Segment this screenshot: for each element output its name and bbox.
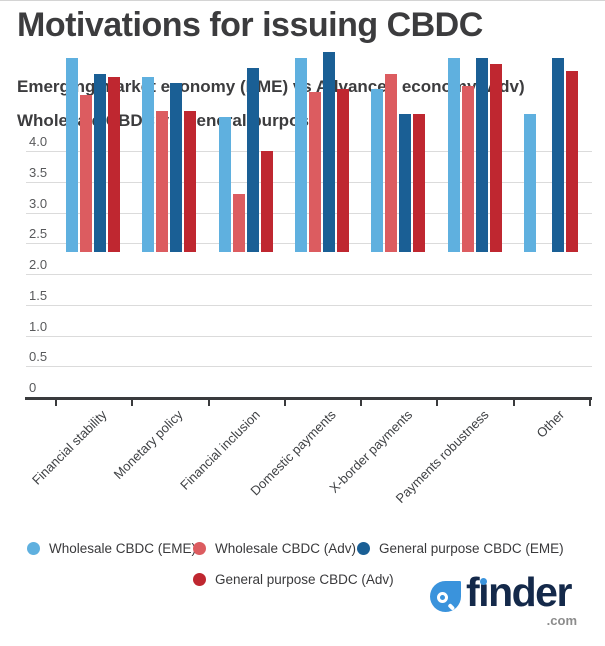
bar-wholesale-cbdc-eme- [523,113,536,252]
bar-wholesale-cbdc-eme- [371,89,384,252]
gridline [26,366,592,368]
x-axis-tick [131,400,134,406]
x-axis-tick [360,400,363,406]
magnifier-drop-icon [430,581,461,612]
y-axis-label: 0 [29,380,37,395]
bar-wholesale-cbdc-eme- [295,58,307,252]
legend-swatch-icon [193,572,206,586]
y-axis-label: 4.0 [29,134,48,149]
logo-i-dot [480,578,488,585]
bar-wholesale-cbdc-eme- [218,116,231,252]
legend-swatch-icon [357,541,370,555]
bar-general-purpose-cbdc-eme- [399,113,412,252]
bar-group-domestic-payments [284,2,360,252]
logo-tld: .com [546,613,577,628]
bar-general-purpose-cbdc-adv- [108,76,121,252]
bar-group-monetary-policy [131,2,207,252]
bar-general-purpose-cbdc-eme- [475,58,488,252]
bar-chart: 4.0 3.5 3.0 2.5 2.0 1.5 1.0 0.5 0 Financial stabi… [0,1,605,506]
legend-item: General purpose CBDC (EME) [357,540,564,556]
legend-item: Wholesale CBDC (EME) [27,540,197,556]
legend-item: General purpose CBDC (Adv) [193,571,394,587]
x-axis-tick [589,400,592,406]
bar-general-purpose-cbdc-eme- [170,82,183,252]
legend-swatch-icon [193,541,206,555]
bar-group-payments-robustness [436,2,512,252]
magnifier-ring [437,592,448,603]
x-axis-tick [55,400,57,406]
y-axis-label: 1.5 [29,287,48,303]
x-axis-label: Financial inclusion [176,407,263,493]
y-axis-label: 1.0 [29,318,48,334]
y-axis-label: 0.5 [29,349,48,365]
bar-general-purpose-cbdc-adv- [260,150,273,252]
bar-group-other [513,2,589,252]
bar-wholesale-cbdc-adv- [461,85,474,252]
bar-wholesale-cbdc-adv- [80,95,93,252]
bar-wholesale-cbdc-eme- [447,58,460,252]
x-axis-label: Monetary policy [111,407,187,482]
y-axis-label: 3.5 [29,164,48,180]
bar-general-purpose-cbdc-eme- [246,67,259,252]
y-axis-label: 2.5 [29,226,48,242]
bar-wholesale-cbdc-eme- [142,76,155,252]
gridline [26,304,592,306]
legend-label: General purpose CBDC (Adv) [215,571,394,587]
bar-general-purpose-cbdc-adv- [413,113,426,252]
gridline [26,335,592,337]
x-axis-tick [207,400,210,406]
bar-general-purpose-cbdc-adv- [565,70,578,252]
legend-label: Wholesale CBDC (EME) [49,540,197,556]
x-axis-label: Domestic payments [247,407,339,499]
x-axis-tick [283,400,286,406]
bar-wholesale-cbdc-adv- [156,110,169,252]
legend-label: Wholesale CBDC (Adv) [215,540,357,556]
legend-label: General purpose CBDC (EME) [379,540,564,556]
x-axis-label: Financial stability [29,407,110,488]
bar-group-financial-stability [55,2,131,252]
x-axis-label: Other [533,407,568,441]
logo-wordmark: fı nder [466,569,572,615]
legend-swatch-icon [27,541,40,555]
bar-general-purpose-cbdc-eme- [94,73,107,252]
bar-general-purpose-cbdc-eme- [323,52,335,252]
page-title: Motivations for issuing CBDC [17,6,483,44]
x-axis-line [25,397,592,400]
bar-general-purpose-cbdc-adv- [489,64,502,252]
bar-group-x-border-payments [360,2,436,252]
x-axis-label: X-border payments [326,407,415,496]
legend-item: Wholesale CBDC (Adv) [193,540,357,556]
bar-general-purpose-cbdc-eme- [551,58,564,252]
y-axis-label: 2.0 [29,257,48,272]
y-axis-label: 3.0 [29,195,48,211]
bar-group-financial-inclusion [208,2,284,252]
magnifier-handle [447,603,456,611]
bar-wholesale-cbdc-eme- [66,58,79,252]
x-axis-tick [512,400,515,406]
x-axis-tick [436,400,439,406]
bar-general-purpose-cbdc-adv- [337,89,349,252]
bar-wholesale-cbdc-adv- [232,193,245,252]
bar-wholesale-cbdc-adv- [309,92,321,252]
finder-logo[interactable]: fı nder .com [430,569,590,632]
bar-general-purpose-cbdc-adv- [184,110,197,252]
bar-wholesale-cbdc-adv- [385,73,398,252]
gridline [26,274,592,275]
